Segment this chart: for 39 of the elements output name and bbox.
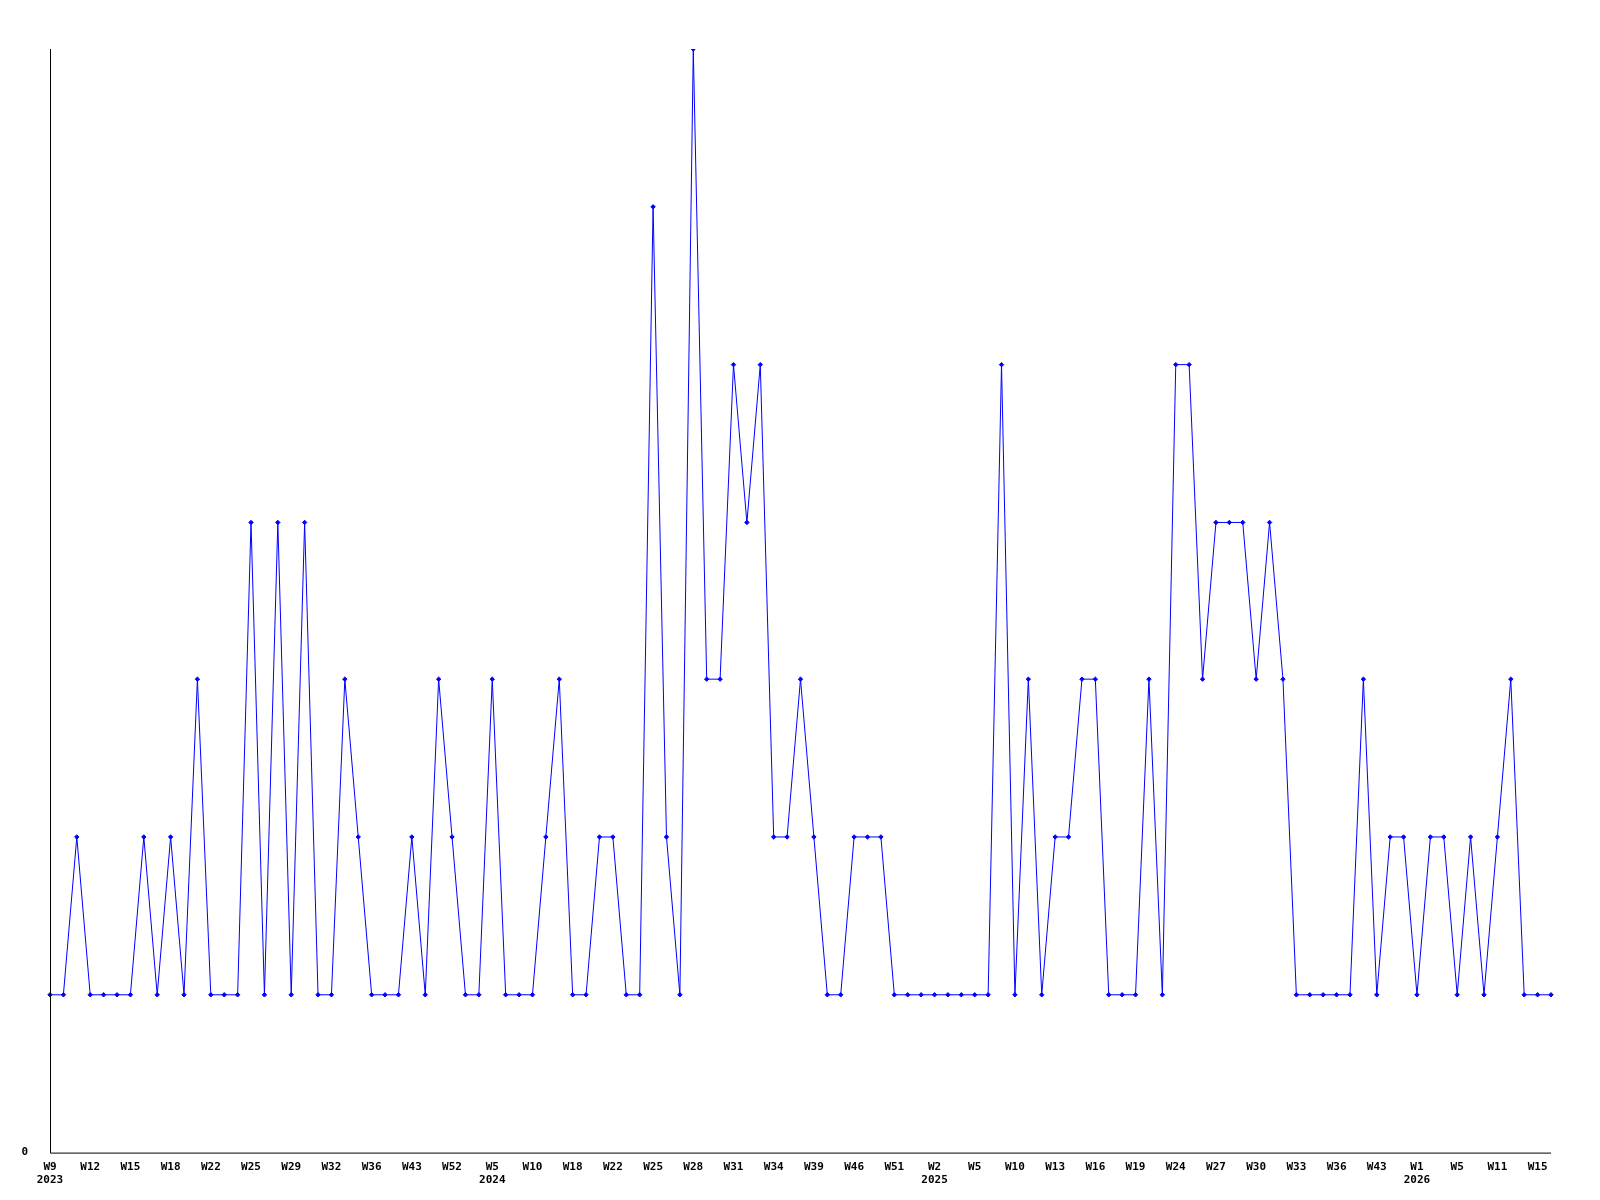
x-tick-label: W25 [643, 1160, 664, 1174]
x-tick-label: W15 [1527, 1160, 1548, 1174]
x-tick-label: W2 2025 [921, 1160, 948, 1187]
x-tick-label: W39 [803, 1160, 824, 1174]
x-tick-label: W22 [200, 1160, 221, 1174]
x-tick-label: W24 [1165, 1160, 1187, 1174]
text: 0 [21, 1145, 28, 1159]
x-tick-label: W36 [1326, 1160, 1347, 1174]
x-tick-label: W13 [1045, 1160, 1066, 1174]
x-tick-label: W10 [522, 1160, 543, 1174]
x-tick-label: W10 [1004, 1160, 1025, 1174]
x-tick-label: W25 [241, 1160, 261, 1174]
x-tick-label: W33 [1286, 1160, 1307, 1174]
x-tick-label: W36 [361, 1160, 382, 1174]
x-tick-label: W5 [968, 1160, 982, 1174]
x-tick-label: W18 [562, 1160, 583, 1174]
x-tick-label: W16 [1085, 1160, 1106, 1174]
x-tick-label: W1 2026 [1403, 1160, 1431, 1187]
x-tick-label: W34 [763, 1160, 784, 1174]
x-tick-label: W46 [844, 1160, 865, 1174]
x-tick-label: W5 2024 [479, 1160, 506, 1187]
x-tick-label: W15 [120, 1160, 141, 1174]
x-tick-label: W30 [1246, 1160, 1267, 1174]
x-tick-label: W22 [602, 1160, 623, 1174]
x-tick-label: W18 [160, 1160, 181, 1174]
x-tick-label: W28 [683, 1160, 704, 1174]
x-tick-label: W43 [1366, 1160, 1387, 1174]
x-tick-label: W31 [723, 1160, 744, 1174]
x-tick-label: W32 [321, 1160, 342, 1174]
x-tick-label: W19 [1125, 1160, 1146, 1174]
x-tick-label: W52 [442, 1160, 462, 1174]
x-tick-label: W11 [1487, 1160, 1508, 1174]
x-tick-label: W43 [401, 1160, 422, 1174]
x-tick-label: W9 2023 [36, 1160, 64, 1187]
x-tick-label: W29 [281, 1160, 302, 1174]
x-tick-label: W12 [80, 1160, 101, 1174]
x-tick-label: W5 [1450, 1160, 1464, 1174]
x-tick-label: W27 [1206, 1160, 1226, 1174]
x-tick-label: W51 [884, 1160, 905, 1174]
